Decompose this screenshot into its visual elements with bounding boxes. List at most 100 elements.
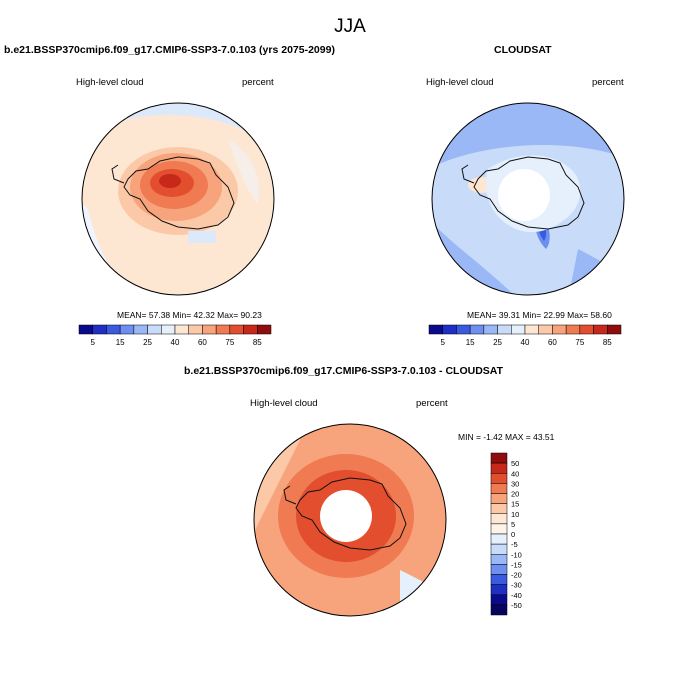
panel2-colorbar-tick-label: 40 xyxy=(521,338,530,347)
panel1-colorbar-swatch xyxy=(119,324,135,335)
panel3-map-border xyxy=(253,423,447,617)
panel1-colorbar-swatch xyxy=(202,324,217,335)
panel3-colorbar-tick-label: 20 xyxy=(511,490,519,499)
panel2-antarctica-coastline xyxy=(473,156,585,230)
panel1-colorbar-swatch xyxy=(133,324,148,335)
panel3-peninsula-coastline xyxy=(283,485,297,505)
panel1-stats: MEAN= 57.38 Min= 42.32 Max= 90.23 xyxy=(117,310,262,320)
panel1-title: b.e21.BSSP370cmip6.f09_g17.CMIP6-SSP3-7.… xyxy=(4,44,335,56)
panel1-map-border xyxy=(81,102,275,296)
panel3-colorbar-swatch xyxy=(490,523,508,535)
panel2-colorbar-swatch xyxy=(538,324,553,335)
panel2-missing-data-hole xyxy=(498,169,550,221)
panel3-colorbar-tick-label: -5 xyxy=(511,540,518,549)
panel1-colorbar-swatch xyxy=(147,324,162,335)
panel3-colorbar-tick-label: 30 xyxy=(511,479,519,488)
panel1-antarctica-coastline xyxy=(123,156,235,230)
panel3-colorbar-tick-label: -20 xyxy=(511,571,522,580)
panel2-colorbar-swatch xyxy=(579,324,594,335)
panel2-colorbar: 515254060758595 xyxy=(428,324,622,347)
panel2-variable-label: High-level cloud xyxy=(426,77,494,88)
panel2-colorbar-swatch xyxy=(497,324,512,335)
panel1-colorbar-tick-label: 15 xyxy=(116,338,125,347)
panel1-colorbar-swatch xyxy=(161,324,176,335)
panel1-colorbar-swatch xyxy=(174,324,189,335)
panel3-colorbar-swatch xyxy=(490,513,508,525)
panel1-colorbar-swatch xyxy=(106,324,121,335)
panel3-colorbar-swatch xyxy=(490,584,508,595)
panel2-colorbar-tick-label: 60 xyxy=(548,338,557,347)
panel2-colorbar-tick-label: 15 xyxy=(466,338,475,347)
panel3-missing-data-hole xyxy=(320,490,372,542)
panel1-colorbar-swatch xyxy=(188,324,203,335)
panel3-polar-map xyxy=(253,423,447,617)
panel3-colorbar-tick-label: 5 xyxy=(511,520,515,529)
panel3-colorbar-swatch xyxy=(490,543,508,555)
panel3-colorbar-tick-label: 0 xyxy=(511,530,515,539)
panel3-units-label: percent xyxy=(416,398,448,409)
panel2-stats: MEAN= 39.31 Min= 22.99 Max= 58.60 xyxy=(467,310,612,320)
panel3-colorbar-swatch xyxy=(490,473,508,484)
panel1-colorbar-tick-label: 60 xyxy=(198,338,207,347)
panel2-polar-map xyxy=(431,102,625,296)
panel2-colorbar-tick-label: 25 xyxy=(493,338,502,347)
panel3-colorbar-swatch xyxy=(490,594,508,606)
panel3-colorbar-tick-label: 10 xyxy=(511,510,519,519)
panel3-colorbar-swatch xyxy=(490,554,508,565)
panel3-colorbar-swatch xyxy=(490,452,508,464)
panel3-title: b.e21.BSSP370cmip6.f09_g17.CMIP6-SSP3-7.… xyxy=(184,365,504,377)
panel1-polar-map xyxy=(81,102,275,296)
panel3-colorbar-tick-label: -40 xyxy=(511,591,522,600)
panel2-colorbar-swatch xyxy=(524,324,539,335)
panel2-colorbar-swatch xyxy=(511,324,526,335)
panel1-colorbar-swatch xyxy=(92,324,107,335)
panel1-colorbar-tick-label: 85 xyxy=(253,338,262,347)
panel1-peninsula-coastline xyxy=(111,164,125,184)
panel2-title: CLOUDSAT xyxy=(494,44,552,56)
panel2-peninsula-coastline xyxy=(461,164,475,184)
panel2-colorbar-swatch xyxy=(469,324,485,335)
panel1-colorbar-swatch xyxy=(257,324,272,335)
panel3-colorbar-tick-label: -15 xyxy=(511,560,522,569)
panel3-colorbar-swatch xyxy=(490,493,508,504)
panel2-colorbar-tick-label: 85 xyxy=(603,338,612,347)
panel3-colorbar-swatch xyxy=(490,483,508,494)
panel1-colorbar: 515254060758595 xyxy=(78,324,272,347)
panel2-colorbar-swatch xyxy=(607,324,622,335)
panel3-colorbar-tick-label: 50 xyxy=(511,459,519,468)
panel3-colorbar-swatch xyxy=(490,462,508,474)
panel2-units-label: percent xyxy=(592,77,624,88)
panel3-colorbar-tick-label: -50 xyxy=(511,601,522,610)
panel1-colorbar-swatch xyxy=(243,324,258,335)
panel3-colorbar-tick-label: -10 xyxy=(511,550,522,559)
panel1-colorbar-swatch xyxy=(215,324,231,335)
panel3-antarctica-coastline xyxy=(295,477,407,551)
panel3-colorbar-tick-label: 40 xyxy=(511,469,519,478)
panel1-low-cloud-patch xyxy=(188,231,216,243)
panel3-colorbar-swatch xyxy=(490,564,508,575)
panel1-contour-90 xyxy=(159,174,181,188)
panel3-colorbar-swatch xyxy=(490,604,508,616)
panel2-colorbar-swatch xyxy=(428,324,443,335)
panel1-colorbar-swatch xyxy=(229,324,244,335)
panel2-colorbar-swatch xyxy=(552,324,567,335)
panel1-units-label: percent xyxy=(242,77,274,88)
panel2-colorbar-tick-label: 5 xyxy=(440,338,445,347)
panel3-colorbar-swatch xyxy=(490,533,508,545)
panel1-pale-region xyxy=(228,139,260,204)
panel1-colorbar-swatch xyxy=(78,324,93,335)
panel3-colorbar-swatch xyxy=(490,503,508,514)
panel1-colorbar-tick-label: 5 xyxy=(90,338,95,347)
panel1-colorbar-tick-label: 40 xyxy=(171,338,180,347)
panel2-colorbar-swatch xyxy=(565,324,581,335)
panel3-stats: MIN = -1.42 MAX = 43.51 xyxy=(458,432,555,442)
panel2-colorbar-tick-label: 75 xyxy=(575,338,584,347)
figure-title: JJA xyxy=(334,16,366,37)
panel3-variable-label: High-level cloud xyxy=(250,398,318,409)
panel1-variable-label: High-level cloud xyxy=(76,77,144,88)
panel3-colorbar-tick-label: 15 xyxy=(511,500,519,509)
panel3-colorbar-tick-label: -30 xyxy=(511,581,522,590)
panel2-colorbar-swatch xyxy=(593,324,608,335)
panel3-colorbar-swatch xyxy=(490,574,508,585)
